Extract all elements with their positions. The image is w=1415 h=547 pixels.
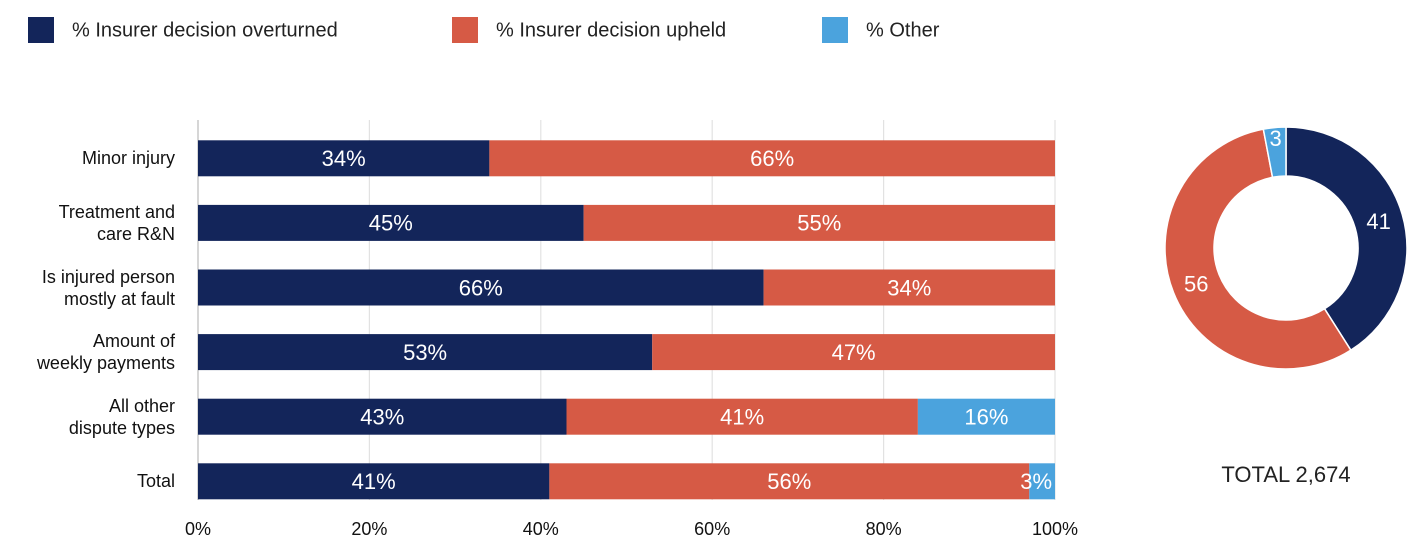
donut-total: TOTAL 2,674 xyxy=(1221,462,1350,487)
donut-slice xyxy=(1262,126,1287,179)
x-tick-label: 20% xyxy=(351,519,387,539)
x-tick-label: 40% xyxy=(523,519,559,539)
x-tick-label: 0% xyxy=(185,519,211,539)
y-tick-label: Minor injury xyxy=(81,148,175,169)
legend-label: % Insurer decision upheld xyxy=(496,19,726,41)
bar-segment xyxy=(198,463,550,500)
bar-segment xyxy=(549,463,1030,500)
bar-segment xyxy=(198,140,490,177)
bar-segment xyxy=(652,334,1055,371)
bar-segment xyxy=(198,334,653,371)
y-tick-label: Amount of weekly payments xyxy=(36,331,175,374)
legend-swatch xyxy=(822,17,848,43)
value-label: 55% xyxy=(797,211,841,236)
value-label: 45% xyxy=(369,211,413,236)
value-label: 47% xyxy=(832,340,876,365)
bar-segment xyxy=(198,398,567,435)
value-label: 3% xyxy=(1020,469,1052,494)
slice-label: 41 xyxy=(1366,209,1390,234)
legend-swatch xyxy=(452,17,478,43)
bar-segment xyxy=(1029,463,1055,500)
bar-segment xyxy=(198,269,764,306)
y-tick-label: Total xyxy=(136,471,175,492)
value-label: 34% xyxy=(887,275,931,300)
bar-segment xyxy=(198,204,584,241)
value-label: 56% xyxy=(767,469,811,494)
y-tick-label: Is injured person mostly at fault xyxy=(41,266,175,309)
bar-segment xyxy=(763,269,1055,306)
value-label: 41% xyxy=(720,405,764,430)
bar-segment xyxy=(489,140,1055,177)
value-label: 43% xyxy=(360,405,404,430)
bar-segment xyxy=(566,398,918,435)
value-label: 53% xyxy=(403,340,447,365)
slice-label: 56 xyxy=(1184,271,1208,296)
legend-label: % Insurer decision overturned xyxy=(72,19,338,41)
y-tick-label: All other dispute types xyxy=(68,395,175,438)
donut-slice xyxy=(1285,126,1408,352)
legend-label: % Other xyxy=(866,19,940,41)
legend-swatch xyxy=(28,17,54,43)
value-label: 34% xyxy=(322,146,366,171)
value-label: 66% xyxy=(459,275,503,300)
x-tick-label: 60% xyxy=(694,519,730,539)
bar-segment xyxy=(583,204,1055,241)
slice-label: 3 xyxy=(1269,126,1281,151)
value-label: 41% xyxy=(352,469,396,494)
x-tick-label: 100% xyxy=(1032,519,1078,539)
value-label: 16% xyxy=(964,405,1008,430)
donut-slice xyxy=(1164,128,1352,370)
x-tick-label: 80% xyxy=(866,519,902,539)
value-label: 66% xyxy=(750,146,794,171)
y-tick-label: Treatment and care R&N xyxy=(58,201,175,244)
bar-segment xyxy=(917,398,1055,435)
